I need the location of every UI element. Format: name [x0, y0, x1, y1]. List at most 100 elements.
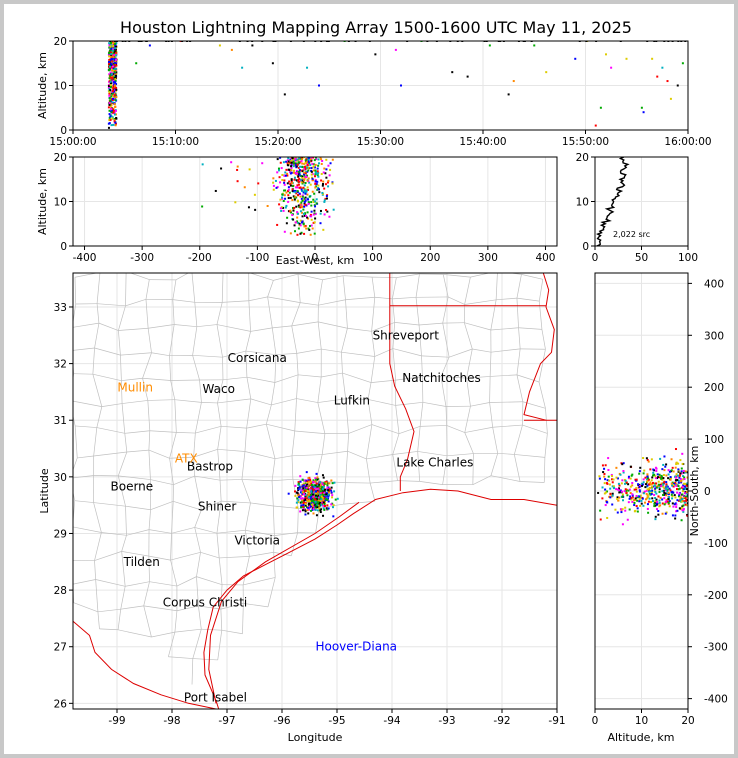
- time-altitude-point: [112, 45, 115, 48]
- county-border-segment: [516, 298, 519, 328]
- east-west-point: [331, 182, 334, 185]
- county-border-segment: [345, 296, 375, 301]
- east-west-point: [299, 232, 302, 235]
- county-border-segment: [93, 451, 127, 457]
- east-west-point: [297, 161, 300, 164]
- north-south-point: [620, 482, 623, 485]
- county-border-segment: [192, 629, 202, 659]
- county-border-segment: [101, 403, 123, 407]
- north-south-point: [608, 479, 611, 482]
- county-border-segment: [522, 424, 548, 434]
- county-border-segment: [538, 279, 544, 302]
- north-south-point: [639, 494, 642, 497]
- map-point: [299, 497, 302, 500]
- north-south-point: [629, 465, 632, 468]
- map-point: [328, 488, 331, 491]
- east-west-point: [314, 169, 317, 172]
- north-south-point: [627, 489, 630, 492]
- county-border-segment: [192, 658, 218, 661]
- north-south-point: [672, 470, 675, 473]
- map-point: [327, 507, 330, 510]
- north-south-point: [603, 492, 606, 495]
- county-border-segment: [73, 500, 76, 527]
- map-point: [322, 476, 325, 479]
- time-altitude-ylabel: Altitude, km: [36, 52, 49, 119]
- time-altitude-point: [113, 90, 116, 93]
- north-south-point: [662, 493, 665, 496]
- map-point: [321, 501, 324, 504]
- map-point: [314, 500, 317, 503]
- county-border-segment: [170, 533, 172, 561]
- map-point: [301, 492, 304, 495]
- city-label: Shreveport: [373, 328, 440, 342]
- rio-grande: [73, 620, 217, 709]
- time-altitude-xtick-label: 15:10:00: [152, 136, 199, 148]
- north-south-point: [679, 497, 682, 500]
- map-point: [322, 487, 325, 490]
- county-border-segment: [317, 398, 346, 403]
- east-west-point: [292, 206, 295, 209]
- east-west-point: [284, 171, 287, 174]
- time-altitude-point: [112, 92, 115, 95]
- north-south-point: [642, 492, 645, 495]
- time-altitude-point: [113, 51, 116, 54]
- county-border-segment: [216, 533, 220, 558]
- map-point: [334, 498, 337, 501]
- map-point: [318, 483, 321, 486]
- east-west-point: [291, 157, 294, 160]
- time-altitude-point: [374, 53, 377, 56]
- east-west-point: [294, 159, 297, 162]
- county-border-segment: [246, 376, 275, 383]
- map-point: [318, 507, 321, 510]
- map-point: [297, 501, 300, 504]
- county-border-segment: [440, 376, 447, 407]
- county-border-segment: [148, 556, 150, 582]
- north-south-point: [620, 490, 623, 493]
- east-west-point: [289, 170, 292, 173]
- east-west-point: [300, 231, 303, 234]
- east-west-point: [290, 169, 293, 172]
- time-altitude-point: [599, 106, 602, 109]
- east-west-point: [310, 204, 313, 207]
- north-south-point: [666, 500, 669, 503]
- north-south-point: [664, 465, 667, 468]
- north-south-point: [611, 485, 614, 488]
- map-point: [319, 496, 322, 499]
- county-border-segment: [418, 324, 422, 356]
- north-south-point: [675, 510, 678, 513]
- east-west-point: [317, 184, 320, 187]
- north-south-ytick-label: 400: [704, 278, 724, 290]
- north-south-point: [628, 488, 631, 491]
- east-west-point: [325, 158, 328, 161]
- time-altitude-point: [112, 84, 115, 87]
- county-border-segment: [169, 458, 174, 485]
- county-border-segment: [347, 327, 372, 332]
- north-south-point: [679, 499, 682, 502]
- east-west-point: [296, 211, 299, 214]
- county-border-segment: [168, 632, 176, 657]
- county-border-segment: [508, 273, 522, 275]
- map-point: [314, 480, 317, 483]
- north-south-point: [682, 510, 685, 513]
- north-south-point: [669, 489, 672, 492]
- county-border-segment: [291, 430, 296, 456]
- map-point: [324, 482, 327, 485]
- north-south-point: [674, 517, 677, 520]
- time-altitude-point: [112, 97, 115, 100]
- map-point: [328, 482, 331, 485]
- north-south-point: [673, 482, 676, 485]
- east-west-point: [319, 209, 322, 212]
- county-border-segment: [345, 398, 349, 434]
- north-south-point: [642, 504, 645, 507]
- map-point: [327, 489, 330, 492]
- map-point: [294, 494, 297, 497]
- map-point: [322, 496, 325, 499]
- north-south-point: [686, 476, 688, 479]
- east-west-point: [311, 157, 314, 159]
- time-altitude-point: [110, 85, 113, 88]
- north-south-point: [665, 474, 668, 477]
- north-south-point: [638, 498, 641, 501]
- north-south-point: [666, 490, 669, 493]
- east-west-point: [317, 162, 320, 165]
- map-point: [332, 504, 335, 507]
